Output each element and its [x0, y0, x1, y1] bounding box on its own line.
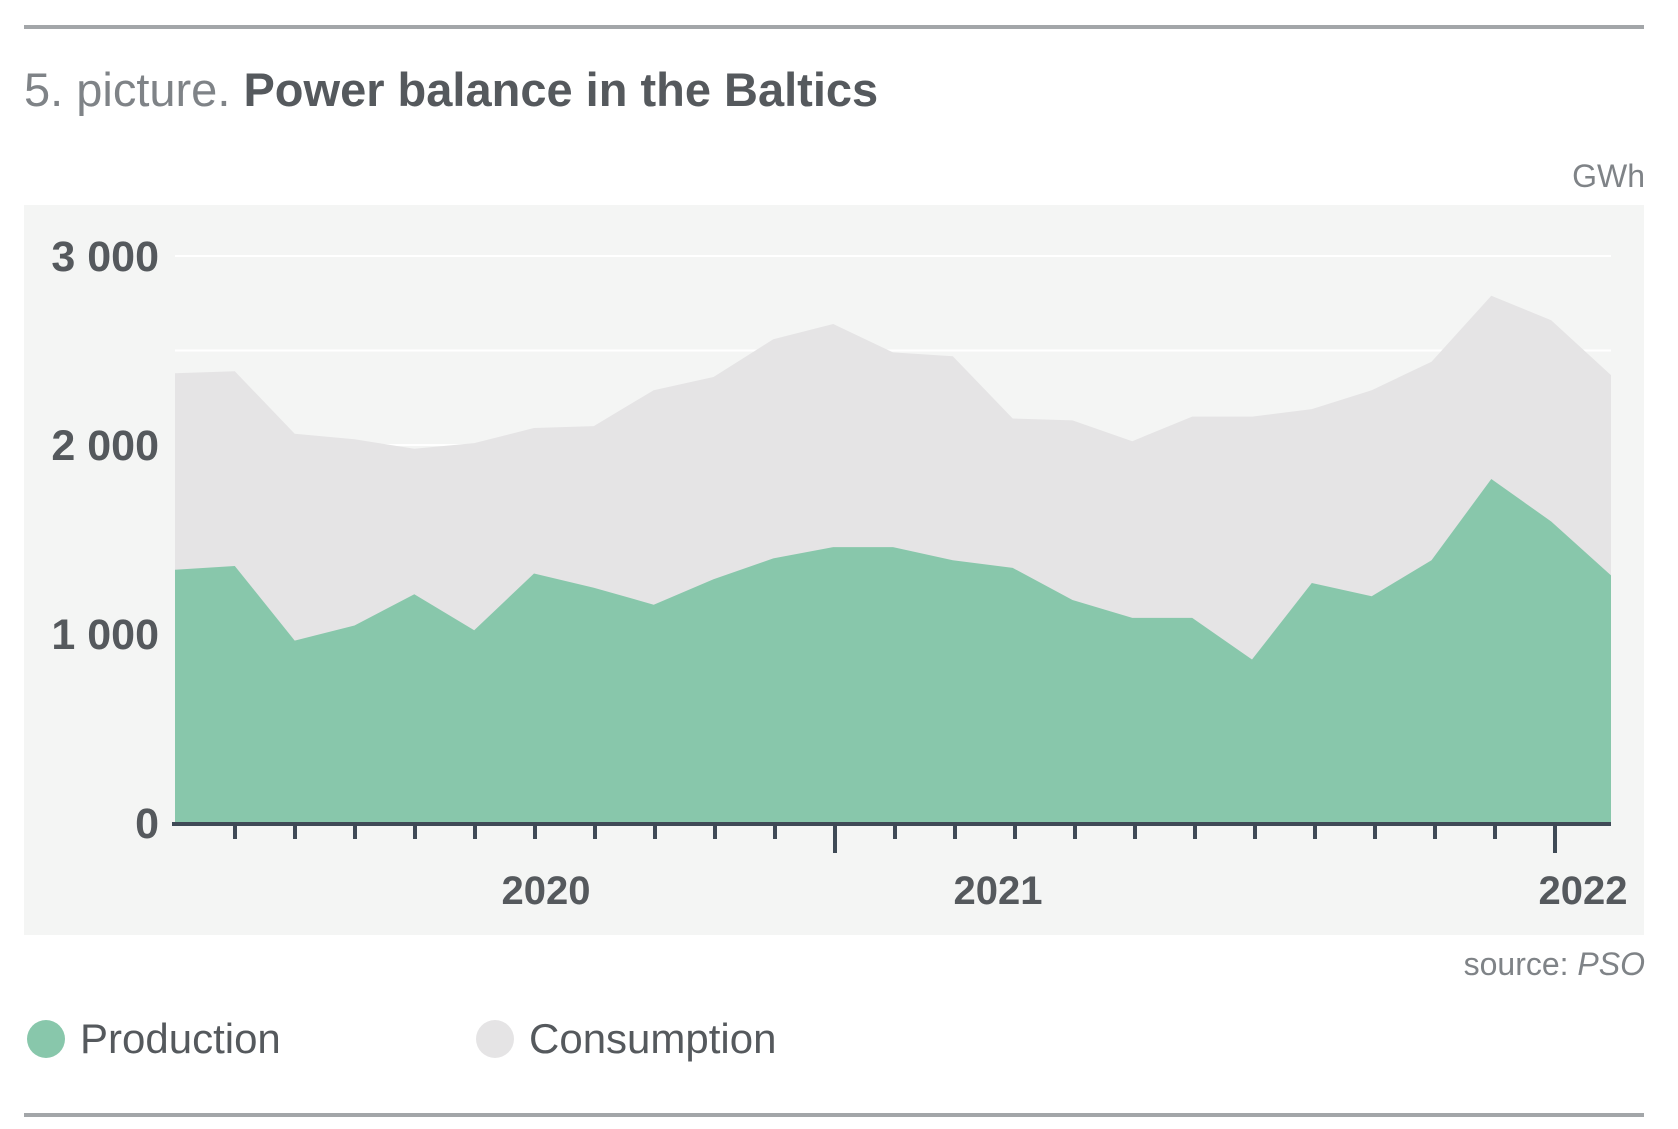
y-tick-label: 2 000 — [51, 422, 159, 470]
unit-label: GWh — [1572, 158, 1645, 194]
bottom-rule — [24, 1113, 1644, 1117]
chart-areas — [175, 295, 1611, 823]
source-note: source: PSO — [1464, 946, 1645, 983]
x-tick-label: 2021 — [954, 869, 1043, 913]
source-prefix: source: — [1463, 946, 1578, 982]
chart-title: 5. picture. Power balance in the Baltics — [24, 62, 878, 117]
y-tick-label: 0 — [135, 800, 159, 848]
legend-label-production: Production — [80, 1015, 281, 1062]
legend-label-consumption: Consumption — [529, 1015, 777, 1062]
legend-item-consumption: Consumption — [476, 1015, 776, 1063]
title-text: Power balance in the Baltics — [243, 63, 879, 116]
y-tick-label: 1 000 — [51, 611, 159, 659]
axis-labels: 0 1 000 2 000 3 000 2020 2021 2022 — [51, 233, 1627, 913]
x-tick-label: 2020 — [502, 869, 591, 913]
area-production — [175, 479, 1611, 823]
x-axis — [172, 822, 1611, 853]
y-tick-label: 3 000 — [51, 233, 159, 281]
consumption-swatch — [476, 1020, 514, 1058]
legend-item-production: Production — [27, 1015, 281, 1063]
x-tick-label: 2022 — [1539, 869, 1628, 913]
figure-number: 5. picture. — [24, 63, 231, 116]
source-name: PSO — [1577, 946, 1645, 982]
production-swatch — [27, 1020, 65, 1058]
top-rule — [24, 25, 1644, 29]
